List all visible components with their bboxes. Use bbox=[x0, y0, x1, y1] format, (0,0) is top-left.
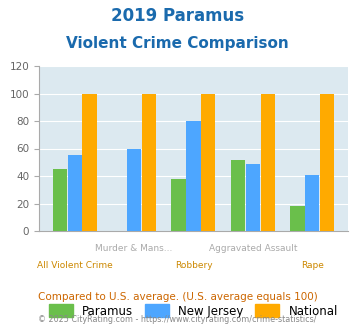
Bar bbox=[246, 164, 260, 231]
Legend: Paramus, New Jersey, National: Paramus, New Jersey, National bbox=[44, 300, 343, 322]
Bar bbox=[320, 93, 334, 231]
Bar bbox=[305, 175, 320, 231]
Bar bbox=[290, 206, 305, 231]
Text: Rape: Rape bbox=[301, 261, 324, 270]
Text: 2019 Paramus: 2019 Paramus bbox=[111, 7, 244, 25]
Bar bbox=[82, 93, 97, 231]
Bar bbox=[261, 93, 275, 231]
Bar bbox=[142, 93, 156, 231]
Text: Robbery: Robbery bbox=[175, 261, 212, 270]
Bar bbox=[186, 121, 201, 231]
Text: Aggravated Assault: Aggravated Assault bbox=[209, 244, 297, 253]
Bar bbox=[53, 169, 67, 231]
Bar bbox=[231, 159, 245, 231]
Text: Violent Crime Comparison: Violent Crime Comparison bbox=[66, 36, 289, 51]
Bar bbox=[127, 148, 141, 231]
Text: © 2025 CityRating.com - https://www.cityrating.com/crime-statistics/: © 2025 CityRating.com - https://www.city… bbox=[38, 315, 317, 324]
Text: All Violent Crime: All Violent Crime bbox=[37, 261, 113, 270]
Bar bbox=[171, 179, 186, 231]
Bar bbox=[201, 93, 215, 231]
Bar bbox=[67, 155, 82, 231]
Text: Compared to U.S. average. (U.S. average equals 100): Compared to U.S. average. (U.S. average … bbox=[38, 292, 317, 302]
Text: Murder & Mans...: Murder & Mans... bbox=[95, 244, 173, 253]
